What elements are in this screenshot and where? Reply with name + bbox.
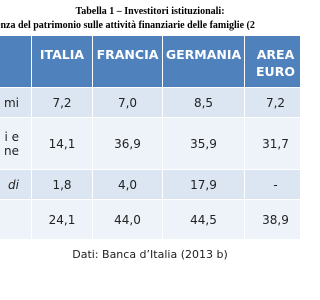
table-cell: 1,8 <box>32 170 93 200</box>
table-cell: i e ne <box>0 118 32 170</box>
table-cell: - <box>245 170 300 200</box>
table-cell <box>0 200 32 240</box>
table-cell: 24,1 <box>32 200 93 240</box>
table-cell <box>0 36 32 88</box>
cell-text: EURO <box>256 64 295 79</box>
table-cell: 17,9 <box>163 170 245 200</box>
footer: Dati: Banca d’Italia (2013 b) <box>72 248 228 261</box>
cell-text: 44,0 <box>114 212 141 227</box>
cell-text: 17,9 <box>190 177 217 192</box>
title-line: Tabella 1 – Investitori istituzionali: <box>75 6 225 17</box>
cell-text: 38,9 <box>262 212 289 227</box>
cell-text: - <box>273 177 278 192</box>
table-cell: 35,9 <box>163 118 245 170</box>
table-cell: ITALIA <box>32 36 93 88</box>
title-line: enza del patrimonio sulle attività finan… <box>0 20 255 31</box>
cell-text: 35,9 <box>190 136 217 151</box>
cell-text: 7,0 <box>117 95 138 110</box>
table-cell: mi <box>0 88 32 118</box>
table-cell: 7,2 <box>32 88 93 118</box>
cell-text: i e <box>4 129 19 144</box>
table-cell: 7,2 <box>245 88 300 118</box>
cell-text: di <box>8 177 19 192</box>
page: Tabella 1 – Investitori istituzionali: e… <box>0 6 300 261</box>
table-cell: 4,0 <box>93 170 163 200</box>
cell-text: 4,0 <box>117 177 138 192</box>
table-cell: 14,1 <box>32 118 93 170</box>
cell-text: 24,1 <box>48 212 76 227</box>
cell-text: 1,8 <box>52 177 72 192</box>
table-cell: GERMANIA <box>163 36 245 88</box>
table-cell: 7,0 <box>93 88 163 118</box>
cell-text: 31,7 <box>262 136 289 151</box>
table-cell: 31,7 <box>245 118 300 170</box>
table-cell: 8,5 <box>163 88 245 118</box>
table-cell: 38,9 <box>245 200 300 240</box>
cell-text: 7,2 <box>265 95 286 110</box>
cell-text: mi <box>3 95 19 110</box>
table-cell: FRANCIA <box>93 36 163 88</box>
cell-text: FRANCIA <box>96 47 159 62</box>
cell-text: ne <box>4 143 19 158</box>
table-cell: 36,9 <box>93 118 163 170</box>
cell-text: GERMANIA <box>165 47 242 62</box>
cell-text: 8,5 <box>193 95 214 110</box>
cell-text: AREA <box>256 47 295 62</box>
table-cell: di <box>0 170 32 200</box>
cell-text: 36,9 <box>114 136 141 151</box>
cell-text: ITALIA <box>39 47 85 62</box>
table-cell: 44,5 <box>163 200 245 240</box>
cell-text: 44,5 <box>190 212 217 227</box>
cell-text: 14,1 <box>48 136 76 151</box>
table-cell: AREA EURO <box>245 36 300 88</box>
cell-text: 7,2 <box>52 95 72 110</box>
table-cell: 44,0 <box>93 200 163 240</box>
